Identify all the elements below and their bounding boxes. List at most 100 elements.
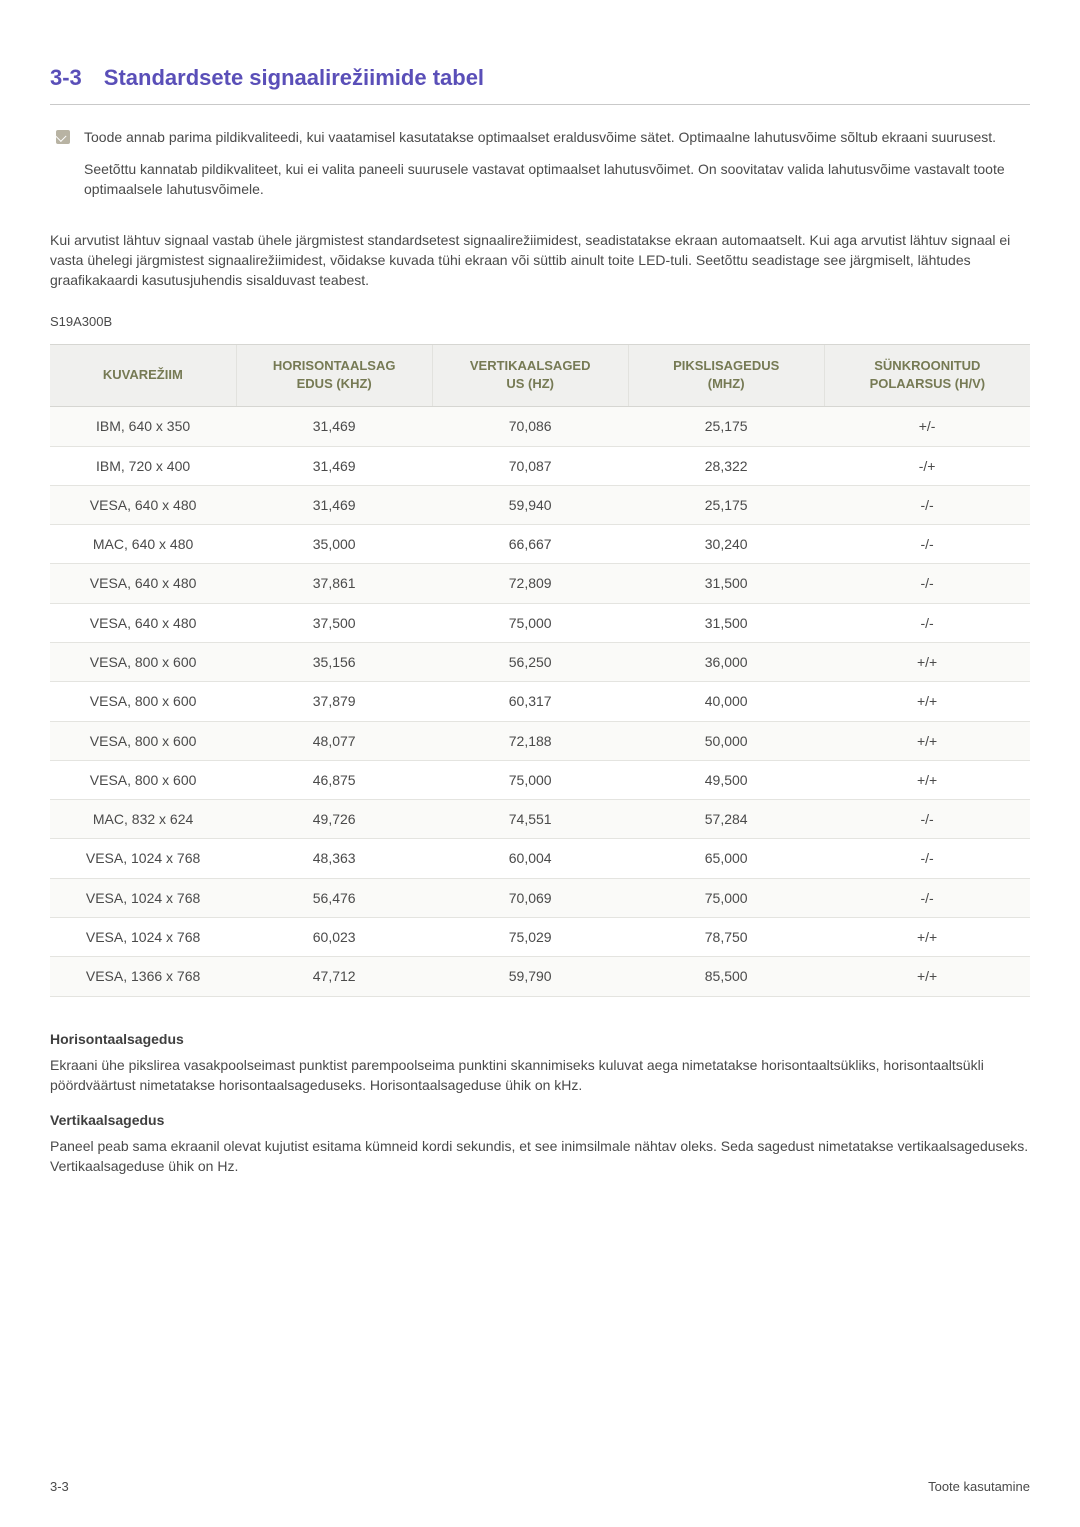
- col-header-horizontal-line2: EDUS (KHZ): [297, 376, 372, 391]
- table-row: VESA, 800 x 60046,87575,00049,500+/+: [50, 760, 1030, 799]
- table-cell: 48,363: [236, 839, 432, 878]
- col-header-mode-line1: KUVAREŽIIM: [103, 367, 183, 382]
- col-header-horizontal-line1: HORISONTAALSAG: [273, 358, 396, 373]
- table-cell: 75,029: [432, 918, 628, 957]
- definition-title-horizontal: Horisontaalsagedus: [50, 1029, 1030, 1049]
- table-cell: 70,086: [432, 407, 628, 446]
- table-cell: IBM, 640 x 350: [50, 407, 236, 446]
- table-cell: +/+: [824, 957, 1030, 996]
- table-cell: 31,469: [236, 407, 432, 446]
- table-cell: 72,809: [432, 564, 628, 603]
- table-cell: -/-: [824, 564, 1030, 603]
- col-header-vertical: VERTIKAALSAGED US (HZ): [432, 344, 628, 407]
- page-footer: 3-3 Toote kasutamine: [50, 1478, 1030, 1497]
- table-cell: -/-: [824, 839, 1030, 878]
- table-cell: VESA, 640 x 480: [50, 485, 236, 524]
- table-cell: 47,712: [236, 957, 432, 996]
- table-cell: 57,284: [628, 800, 824, 839]
- note-icon: [56, 130, 70, 144]
- table-cell: 75,000: [432, 603, 628, 642]
- table-cell: 37,879: [236, 682, 432, 721]
- table-cell: 46,875: [236, 760, 432, 799]
- note-block: Toode annab parima pildikvaliteedi, kui …: [50, 127, 1030, 212]
- model-label: S19A300B: [50, 313, 1030, 332]
- table-row: VESA, 640 x 48031,46959,94025,175-/-: [50, 485, 1030, 524]
- table-cell: 72,188: [432, 721, 628, 760]
- table-cell: 37,500: [236, 603, 432, 642]
- footer-right: Toote kasutamine: [928, 1478, 1030, 1497]
- col-header-pixel-line2: (MHZ): [708, 376, 745, 391]
- table-cell: MAC, 640 x 480: [50, 525, 236, 564]
- table-cell: 66,667: [432, 525, 628, 564]
- table-cell: 75,000: [628, 878, 824, 917]
- table-cell: 56,476: [236, 878, 432, 917]
- table-row: MAC, 832 x 62449,72674,55157,284-/-: [50, 800, 1030, 839]
- table-row: VESA, 1024 x 76848,36360,00465,000-/-: [50, 839, 1030, 878]
- table-cell: 48,077: [236, 721, 432, 760]
- table-row: VESA, 640 x 48037,50075,00031,500-/-: [50, 603, 1030, 642]
- table-cell: 50,000: [628, 721, 824, 760]
- table-cell: VESA, 1024 x 768: [50, 878, 236, 917]
- table-cell: 30,240: [628, 525, 824, 564]
- col-header-pixel-line1: PIKSLISAGEDUS: [673, 358, 779, 373]
- table-cell: 28,322: [628, 446, 824, 485]
- table-row: VESA, 1024 x 76860,02375,02978,750+/+: [50, 918, 1030, 957]
- definitions: Horisontaalsagedus Ekraani ühe pikslirea…: [50, 1029, 1030, 1177]
- table-row: IBM, 720 x 40031,46970,08728,322-/+: [50, 446, 1030, 485]
- table-cell: +/+: [824, 918, 1030, 957]
- definition-body-horizontal: Ekraani ühe pikslirea vasakpoolseimast p…: [50, 1055, 1030, 1096]
- table-cell: -/-: [824, 603, 1030, 642]
- table-row: MAC, 640 x 48035,00066,66730,240-/-: [50, 525, 1030, 564]
- table-header-row: KUVAREŽIIM HORISONTAALSAG EDUS (KHZ) VER…: [50, 344, 1030, 407]
- definition-title-vertical: Vertikaalsagedus: [50, 1110, 1030, 1130]
- table-cell: -/-: [824, 878, 1030, 917]
- table-cell: +/+: [824, 760, 1030, 799]
- table-cell: -/+: [824, 446, 1030, 485]
- table-cell: +/+: [824, 721, 1030, 760]
- note-paragraph-1: Toode annab parima pildikvaliteedi, kui …: [84, 127, 1030, 147]
- table-cell: 59,940: [432, 485, 628, 524]
- table-cell: 31,500: [628, 603, 824, 642]
- table-cell: 60,023: [236, 918, 432, 957]
- col-header-sync-line2: POLAARSUS (H/V): [870, 376, 986, 391]
- table-cell: 74,551: [432, 800, 628, 839]
- table-cell: VESA, 640 x 480: [50, 564, 236, 603]
- table-cell: 49,500: [628, 760, 824, 799]
- table-cell: IBM, 720 x 400: [50, 446, 236, 485]
- table-cell: 59,790: [432, 957, 628, 996]
- table-cell: +/+: [824, 682, 1030, 721]
- table-cell: 49,726: [236, 800, 432, 839]
- table-cell: VESA, 1366 x 768: [50, 957, 236, 996]
- table-cell: 56,250: [432, 642, 628, 681]
- table-row: IBM, 640 x 35031,46970,08625,175+/-: [50, 407, 1030, 446]
- definition-body-vertical: Paneel peab sama ekraanil olevat kujutis…: [50, 1136, 1030, 1177]
- table-row: VESA, 800 x 60037,87960,31740,000+/+: [50, 682, 1030, 721]
- table-cell: 31,500: [628, 564, 824, 603]
- table-row: VESA, 1024 x 76856,47670,06975,000-/-: [50, 878, 1030, 917]
- table-cell: VESA, 800 x 600: [50, 642, 236, 681]
- signal-modes-table: KUVAREŽIIM HORISONTAALSAG EDUS (KHZ) VER…: [50, 344, 1030, 997]
- section-title: Standardsete signaalirežiimide tabel: [104, 62, 484, 94]
- table-cell: 36,000: [628, 642, 824, 681]
- table-cell: 25,175: [628, 407, 824, 446]
- table-cell: 75,000: [432, 760, 628, 799]
- table-cell: 25,175: [628, 485, 824, 524]
- table-cell: VESA, 800 x 600: [50, 721, 236, 760]
- table-cell: -/-: [824, 800, 1030, 839]
- table-cell: 78,750: [628, 918, 824, 957]
- table-cell: 70,069: [432, 878, 628, 917]
- table-cell: 35,000: [236, 525, 432, 564]
- table-cell: VESA, 640 x 480: [50, 603, 236, 642]
- table-cell: +/+: [824, 642, 1030, 681]
- col-header-vertical-line1: VERTIKAALSAGED: [470, 358, 591, 373]
- table-cell: 70,087: [432, 446, 628, 485]
- col-header-sync: SÜNKROONITUD POLAARSUS (H/V): [824, 344, 1030, 407]
- table-cell: 35,156: [236, 642, 432, 681]
- col-header-pixel: PIKSLISAGEDUS (MHZ): [628, 344, 824, 407]
- table-cell: 31,469: [236, 446, 432, 485]
- note-paragraph-2: Seetõttu kannatab pildikvaliteet, kui ei…: [84, 159, 1030, 200]
- col-header-mode: KUVAREŽIIM: [50, 344, 236, 407]
- table-row: VESA, 800 x 60035,15656,25036,000+/+: [50, 642, 1030, 681]
- table-cell: 60,004: [432, 839, 628, 878]
- col-header-horizontal: HORISONTAALSAG EDUS (KHZ): [236, 344, 432, 407]
